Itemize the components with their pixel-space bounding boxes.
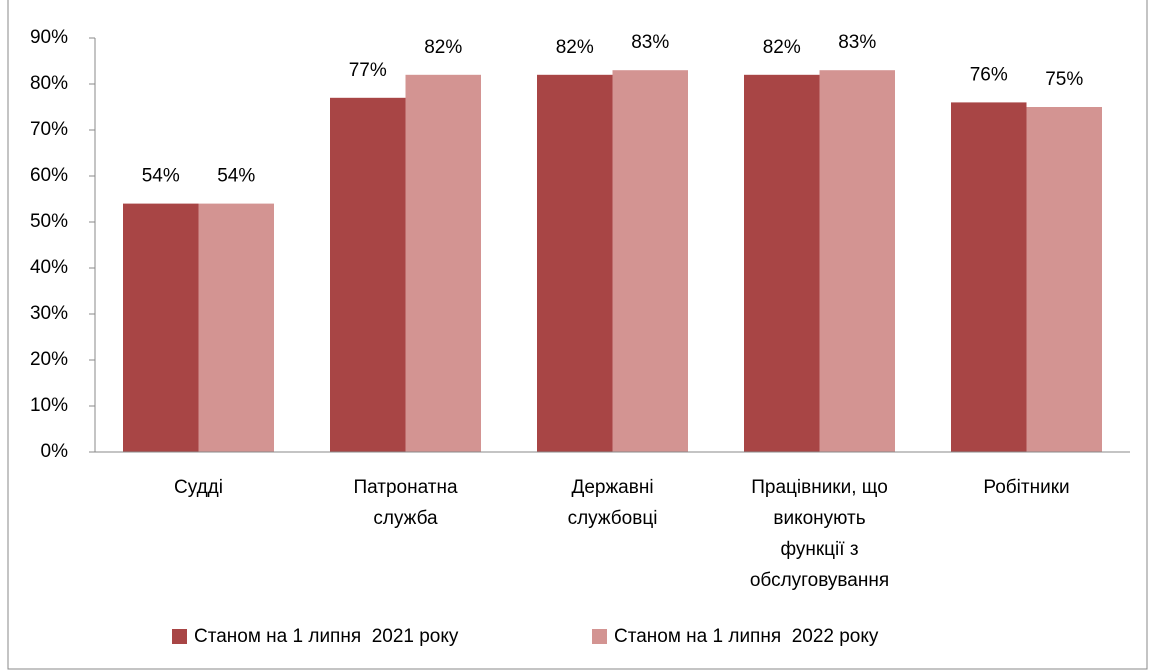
legend-label: Станом на 1 липня 2021 року	[194, 626, 459, 647]
value-label: 83%	[838, 32, 876, 53]
y-tick-label: 50%	[30, 211, 68, 232]
bar	[612, 70, 688, 452]
bar	[819, 70, 895, 452]
bar	[951, 102, 1027, 453]
bar	[198, 203, 274, 452]
value-label: 75%	[1045, 69, 1083, 90]
bar	[405, 74, 481, 453]
bar	[537, 74, 613, 453]
bar	[123, 203, 199, 452]
value-label: 82%	[424, 37, 462, 58]
y-tick-label: 70%	[30, 119, 68, 140]
y-tick-label: 80%	[30, 73, 68, 94]
bar	[330, 97, 406, 453]
value-label: 54%	[217, 166, 255, 187]
value-label: 54%	[142, 166, 180, 187]
value-label: 83%	[631, 32, 669, 53]
value-label: 76%	[970, 64, 1008, 85]
x-tick-label: Працівники, що виконують функції з обслу…	[749, 477, 890, 591]
x-tick-label: Патронатна служба	[353, 477, 458, 529]
y-tick-label: 90%	[30, 27, 68, 48]
value-label: 82%	[763, 37, 801, 58]
x-tick-label: Судді	[174, 477, 223, 498]
x-tick-label: Державні службовці	[567, 477, 658, 529]
legend-label: Станом на 1 липня 2022 року	[614, 626, 879, 647]
y-tick-label: 40%	[30, 257, 68, 278]
x-tick-label: Робітники	[983, 477, 1070, 498]
y-tick-label: 0%	[41, 441, 69, 462]
y-tick-label: 20%	[30, 349, 68, 370]
value-label: 77%	[349, 60, 387, 81]
chart-frame	[7, 0, 1148, 670]
bar	[744, 74, 820, 453]
y-tick-label: 60%	[30, 165, 68, 186]
y-tick-label: 30%	[30, 303, 68, 324]
y-tick-label: 10%	[30, 395, 68, 416]
legend-swatch	[592, 629, 607, 644]
value-label: 82%	[556, 37, 594, 58]
legend-swatch	[172, 629, 187, 644]
bar	[1026, 107, 1102, 452]
